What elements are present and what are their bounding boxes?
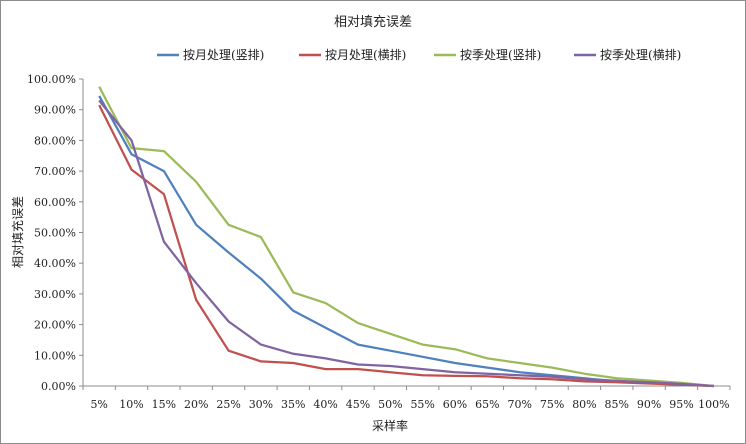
legend: 按月处理(竖排) 按月处理(横排) 按季处理(竖排) 按季处理(横排) [157, 48, 681, 62]
y-tick-label: 30.00% [34, 288, 76, 301]
legend-label-4: 按季处理(横排) [600, 48, 681, 62]
y-axis-title: 相对填充误差 [10, 196, 25, 268]
legend-label-3: 按季处理(竖排) [460, 48, 541, 62]
x-tick-label: 90% [637, 398, 661, 411]
x-tick-label: 80% [572, 398, 596, 411]
x-tick-label: 40% [313, 398, 337, 411]
axes-group: 0.00% 10.00% 20.00% 30.00% 40.00% 50.00% 60.00… [27, 73, 731, 411]
x-axis-title: 采样率 [372, 418, 408, 433]
x-tick-label: 75% [540, 398, 564, 411]
x-tick-label: 65% [475, 398, 499, 411]
x-tick-label: 85% [605, 398, 629, 411]
y-tick-label: 90.00% [34, 104, 76, 117]
series-line-3 [98, 86, 714, 388]
x-tick-label: 15% [152, 398, 176, 411]
x-tick-label: 10% [119, 398, 143, 411]
y-tick-label: 80.00% [34, 134, 76, 147]
y-tick-label: 20.00% [34, 319, 76, 332]
x-tick-label: 100% [698, 398, 729, 411]
y-tick-label: 50.00% [34, 227, 76, 240]
y-tick-label: 100.00% [27, 73, 76, 86]
chart-title: 相对填充误差 [334, 14, 412, 30]
x-tick-label: 5% [90, 398, 107, 411]
y-tick-label: 60.00% [34, 196, 76, 209]
x-tick-label: 50% [378, 398, 402, 411]
x-tick-label: 20% [184, 398, 208, 411]
y-tick-label: 10.00% [34, 349, 76, 362]
series-line-1 [98, 95, 714, 388]
x-tick-label: 60% [443, 398, 467, 411]
y-tick-label: 40.00% [34, 257, 76, 270]
legend-label-1: 按月处理(竖排) [183, 48, 264, 62]
series-group [98, 86, 714, 388]
x-tick-label: 55% [410, 398, 434, 411]
x-tick-label: 35% [281, 398, 305, 411]
x-tick-label: 95% [669, 398, 693, 411]
x-tick-label: 30% [249, 398, 273, 411]
series-line-4 [98, 99, 714, 388]
x-tick-label: 45% [346, 398, 370, 411]
legend-label-2: 按月处理(横排) [325, 48, 406, 62]
x-tick-label: 70% [507, 398, 531, 411]
y-tick-label: 70.00% [34, 165, 76, 178]
series-line-2 [98, 104, 714, 388]
y-tick-label: 0.00% [41, 380, 76, 393]
x-tick-label: 25% [216, 398, 240, 411]
